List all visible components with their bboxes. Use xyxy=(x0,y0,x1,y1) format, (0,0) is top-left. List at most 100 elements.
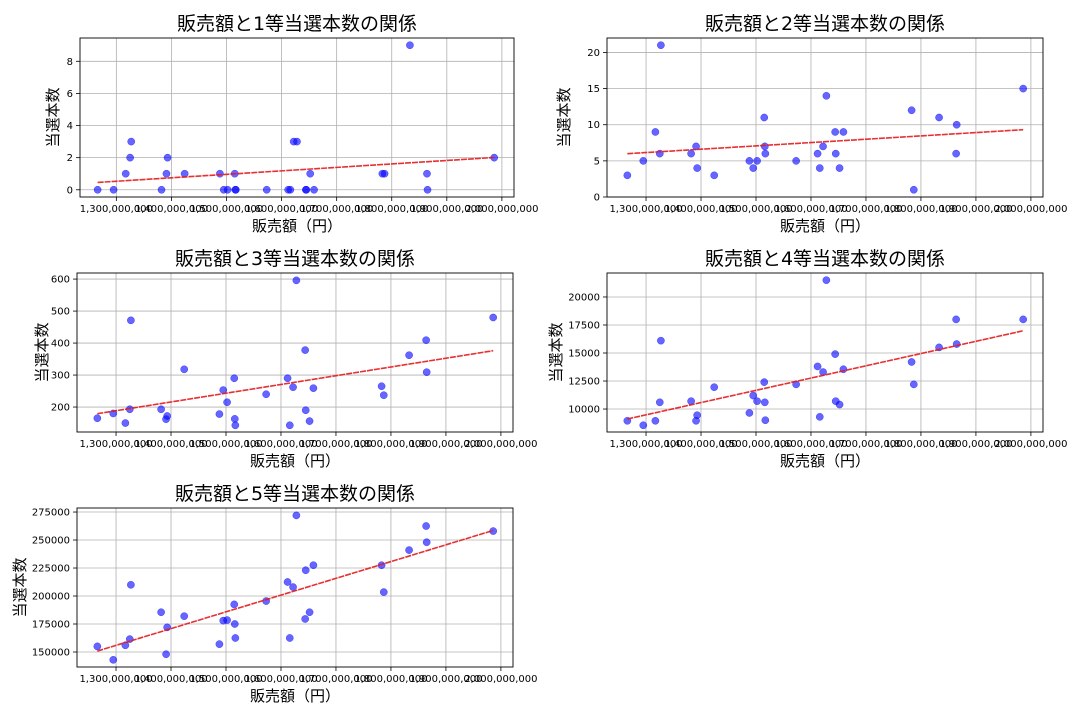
data-point xyxy=(422,336,430,345)
x-tick-label: 1,400,000,000 xyxy=(664,204,737,215)
chart-title: 販売額と5等当選本数の関係 xyxy=(175,483,415,505)
data-point xyxy=(223,616,231,624)
data-point xyxy=(127,137,136,146)
x-tick-label: 1,900,000,000 xyxy=(939,439,1012,450)
data-point xyxy=(162,650,170,659)
data-point xyxy=(180,365,189,374)
data-point xyxy=(127,316,135,325)
data-point xyxy=(231,634,240,642)
data-point xyxy=(310,185,318,194)
data-point xyxy=(423,169,431,178)
data-point xyxy=(93,185,102,194)
x-tick-label: 1,400,000,000 xyxy=(134,674,207,685)
data-point xyxy=(835,400,844,409)
data-point xyxy=(180,612,189,621)
data-point xyxy=(379,588,388,596)
trend-line xyxy=(97,529,494,652)
x-tick-label: 1,400,000,000 xyxy=(664,439,737,450)
x-tick-label: 1,600,000,000 xyxy=(245,204,318,215)
y-axis-label: 当選本数 xyxy=(555,87,573,147)
data-point xyxy=(749,164,758,172)
data-point xyxy=(289,583,297,591)
data-point xyxy=(230,620,239,628)
data-point xyxy=(305,608,314,617)
data-point xyxy=(231,421,240,430)
x-tick-label: 1,500,000,000 xyxy=(190,204,263,215)
x-tick-label: 1,800,000,000 xyxy=(884,439,957,450)
x-tick-label: 2,000,000,000 xyxy=(994,204,1067,215)
data-point xyxy=(423,185,432,194)
x-tick-label: 1,500,000,000 xyxy=(719,439,792,450)
data-point xyxy=(815,164,824,172)
chart-title: 販売額と3等当選本数の関係 xyxy=(175,248,415,270)
data-point xyxy=(761,416,770,425)
data-point xyxy=(909,380,918,389)
data-point xyxy=(831,128,840,136)
data-point xyxy=(301,346,310,354)
data-point xyxy=(292,511,301,520)
data-point xyxy=(309,384,318,393)
data-point xyxy=(639,421,648,430)
x-tick-label: 2,000,000,000 xyxy=(465,204,538,215)
data-point xyxy=(377,382,386,391)
data-point xyxy=(655,398,664,407)
data-point xyxy=(1019,315,1028,324)
data-point xyxy=(657,336,665,345)
x-tick-label: 1,600,000,000 xyxy=(774,439,847,450)
trend-line xyxy=(627,329,1024,420)
data-point xyxy=(283,374,292,383)
data-point xyxy=(121,641,130,650)
axes-frame xyxy=(606,272,1044,433)
data-point xyxy=(749,391,758,400)
data-point xyxy=(760,398,769,407)
trend-line xyxy=(97,156,495,184)
subplot-4: 1,300,000,0001,400,000,0001,500,000,0001… xyxy=(547,248,1067,470)
x-tick-label: 1,800,000,000 xyxy=(354,674,427,685)
data-point xyxy=(162,169,171,178)
x-tick-label: 1,900,000,000 xyxy=(409,439,482,450)
data-point xyxy=(657,41,665,50)
chart-title: 販売額と1等当選本数の関係 xyxy=(177,13,417,35)
y-tick-label: 0 xyxy=(594,193,600,204)
data-point xyxy=(693,164,702,172)
x-tick-label: 2,000,000,000 xyxy=(464,674,537,685)
data-point xyxy=(301,406,310,415)
data-point xyxy=(121,169,130,178)
data-point xyxy=(909,185,918,194)
x-tick-label: 1,800,000,000 xyxy=(884,204,957,215)
y-tick-label: 6 xyxy=(67,89,73,100)
data-point xyxy=(952,120,961,129)
x-tick-label: 1,600,000,000 xyxy=(774,204,847,215)
data-point xyxy=(1019,84,1028,93)
y-tick-label: 275000 xyxy=(32,508,70,519)
data-point xyxy=(289,383,297,392)
data-point xyxy=(163,153,172,162)
data-point xyxy=(262,390,270,399)
data-point xyxy=(813,362,822,371)
data-point xyxy=(230,415,239,423)
data-point xyxy=(230,600,239,609)
data-point xyxy=(761,149,770,158)
data-point xyxy=(753,157,761,165)
x-tick-label: 1,800,000,000 xyxy=(355,204,428,215)
data-point xyxy=(379,391,388,400)
x-tick-label: 1,300,000,000 xyxy=(80,204,153,215)
data-point xyxy=(292,276,301,285)
data-point xyxy=(687,149,695,158)
y-tick-label: 0 xyxy=(67,185,73,196)
data-point xyxy=(109,185,118,194)
data-point xyxy=(907,106,916,115)
data-point xyxy=(93,414,102,423)
y-axis-label: 当選本数 xyxy=(33,322,51,382)
x-tick-label: 1,600,000,000 xyxy=(244,439,317,450)
y-tick-label: 4 xyxy=(67,121,73,132)
axes-frame xyxy=(606,37,1044,198)
data-point xyxy=(301,566,310,575)
x-tick-label: 1,900,000,000 xyxy=(939,204,1012,215)
x-axis-label: 販売額（円） xyxy=(250,687,340,705)
data-point xyxy=(216,169,224,178)
data-point xyxy=(422,538,431,547)
data-point xyxy=(405,546,413,554)
y-tick-label: 5 xyxy=(594,156,600,167)
x-tick-label: 1,400,000,000 xyxy=(135,204,208,215)
